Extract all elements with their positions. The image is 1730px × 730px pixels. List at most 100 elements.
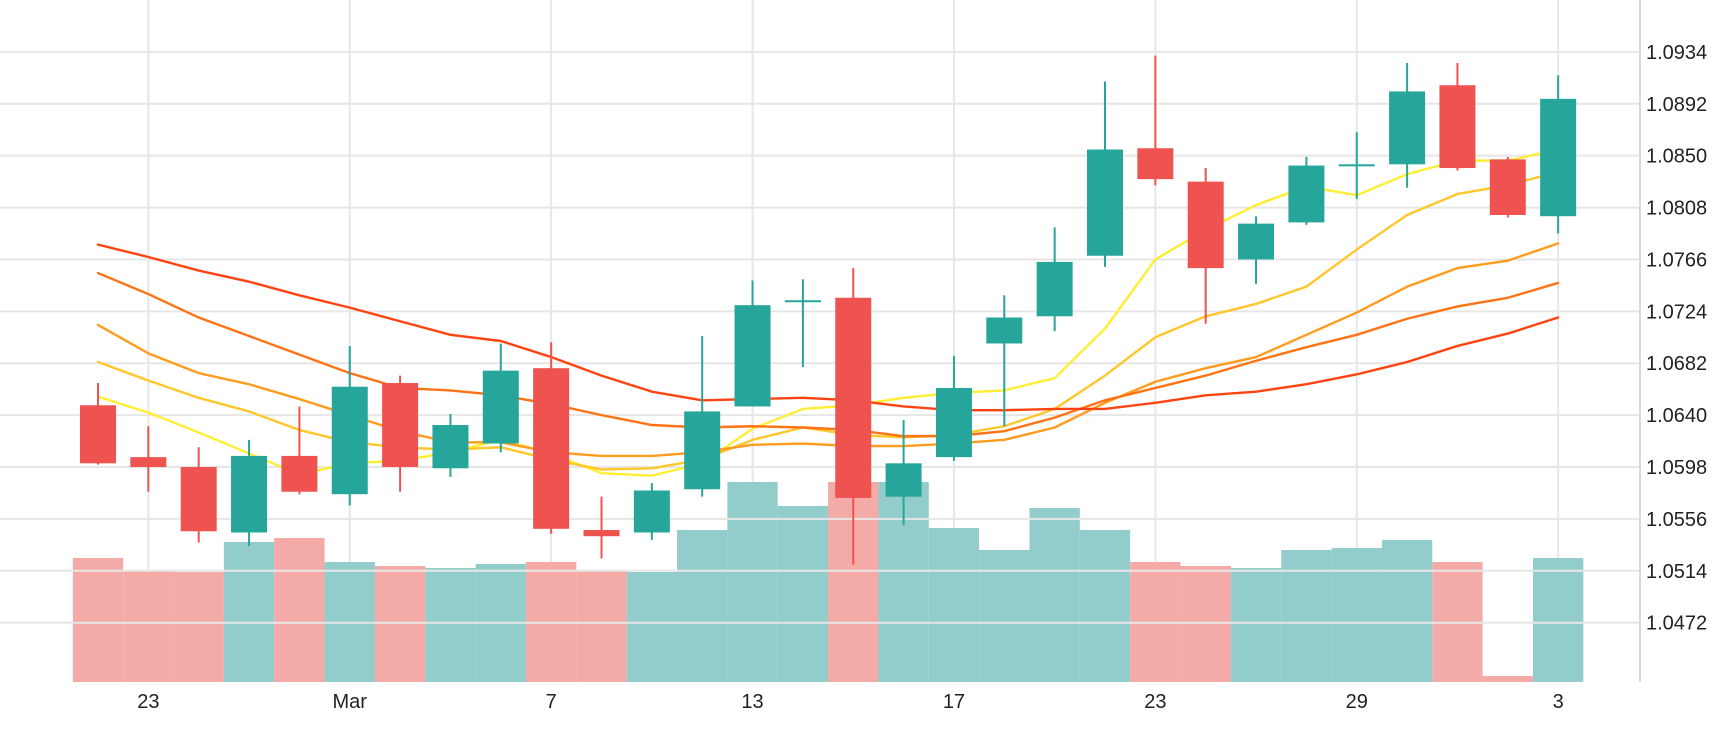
volume-bar [979, 550, 1030, 682]
candle-body [533, 368, 570, 529]
candle [231, 439, 268, 547]
candle-body [1137, 148, 1174, 180]
x-tick-label: 17 [943, 691, 965, 713]
candle-body [734, 305, 771, 407]
volume-bar [727, 482, 778, 682]
y-tick-label: 1.0682 [1646, 353, 1707, 375]
candle-body [1439, 85, 1476, 169]
candle-body [180, 467, 217, 532]
x-tick-label: 23 [137, 691, 159, 713]
x-tick-label: 23 [1144, 691, 1166, 713]
y-tick-label: 1.0598 [1646, 457, 1707, 479]
candle [684, 336, 721, 497]
y-tick-label: 1.0934 [1646, 42, 1707, 64]
candle [1036, 227, 1073, 332]
y-axis-tick-labels: 1.0934 1.0892 1.0850 1.0808 1.0766 1.0724 1.06… [1646, 42, 1707, 635]
candle-body [1087, 149, 1123, 256]
volume-bar [425, 568, 476, 682]
volume-bar [1180, 566, 1231, 682]
candle [130, 426, 167, 492]
candle-body [583, 530, 620, 537]
volume-bar [374, 566, 426, 682]
candle [1540, 75, 1577, 234]
candle [382, 375, 419, 492]
candle-body [231, 455, 268, 533]
candle [986, 295, 1023, 427]
y-tick-label: 1.0640 [1646, 405, 1707, 427]
candle [1087, 81, 1123, 267]
candle-body [935, 387, 972, 458]
candle [784, 279, 821, 367]
candle [935, 355, 972, 461]
volume-bar [1079, 530, 1131, 682]
candle [1439, 63, 1476, 171]
y-tick-label: 1.0766 [1646, 249, 1707, 271]
y-tick-label: 1.0892 [1646, 94, 1707, 116]
candle [180, 447, 217, 543]
x-axis-tick-labels: 23 Mar 7 13 17 23 29 3 [137, 691, 1563, 713]
x-tick-label: 29 [1346, 691, 1368, 713]
moving-average-line [96, 271, 1560, 438]
candle-body [331, 386, 368, 495]
moving-average-line [96, 148, 1560, 477]
candle [1187, 168, 1224, 324]
candle-body [885, 463, 922, 497]
x-tick-label: 7 [546, 691, 557, 713]
volume-bar [1230, 568, 1282, 682]
candle-body [1540, 98, 1577, 217]
volume-bar [1029, 508, 1080, 682]
volume-bar [274, 538, 325, 682]
candle-body [432, 425, 469, 469]
volume-bar [626, 572, 678, 682]
volume-bars [72, 482, 1584, 682]
y-tick-label: 1.0556 [1646, 509, 1707, 531]
candle-body [1187, 181, 1224, 269]
candle-body [986, 317, 1023, 344]
y-tick-label: 1.0808 [1646, 198, 1707, 220]
volume-bar [123, 570, 174, 682]
volume-bar [72, 558, 124, 682]
volume-bar [1331, 548, 1382, 682]
horizontal-grid [0, 50, 1640, 624]
candle [1338, 132, 1375, 199]
candle [1137, 55, 1174, 186]
x-tick-label: 3 [1553, 691, 1564, 713]
candle-body [1036, 261, 1073, 317]
candle [281, 406, 318, 495]
candle [1238, 216, 1275, 285]
candle-body [684, 411, 721, 490]
candle-body [130, 457, 167, 468]
volume-bar [928, 528, 980, 682]
candle-body [784, 300, 821, 303]
candle [1489, 156, 1526, 218]
volume-bar [677, 530, 728, 682]
y-tick-label: 1.0472 [1646, 613, 1707, 635]
candle [331, 345, 368, 506]
volume-bar [173, 572, 224, 682]
y-tick-label: 1.0514 [1646, 561, 1707, 583]
y-tick-label: 1.0724 [1646, 301, 1707, 323]
candle-body [1288, 165, 1325, 223]
x-tick-label: 13 [741, 691, 763, 713]
candles [80, 55, 1577, 565]
candle [835, 268, 872, 565]
candle-body [1489, 159, 1526, 215]
candle-body [382, 383, 419, 468]
candle [885, 420, 922, 526]
moving-average-line [96, 242, 1560, 458]
volume-bar [1281, 550, 1332, 682]
volume-bar [1532, 558, 1584, 682]
candle-body [281, 455, 318, 492]
candle-body [1238, 223, 1275, 260]
candle [734, 280, 771, 407]
candle-body [835, 297, 872, 498]
volume-bar [1381, 540, 1433, 682]
candle [1288, 156, 1325, 225]
volume-bar [777, 506, 829, 682]
candle-body [1338, 164, 1375, 167]
candle [533, 342, 570, 534]
y-tick-label: 1.0850 [1646, 146, 1707, 168]
candle-body [482, 370, 519, 444]
